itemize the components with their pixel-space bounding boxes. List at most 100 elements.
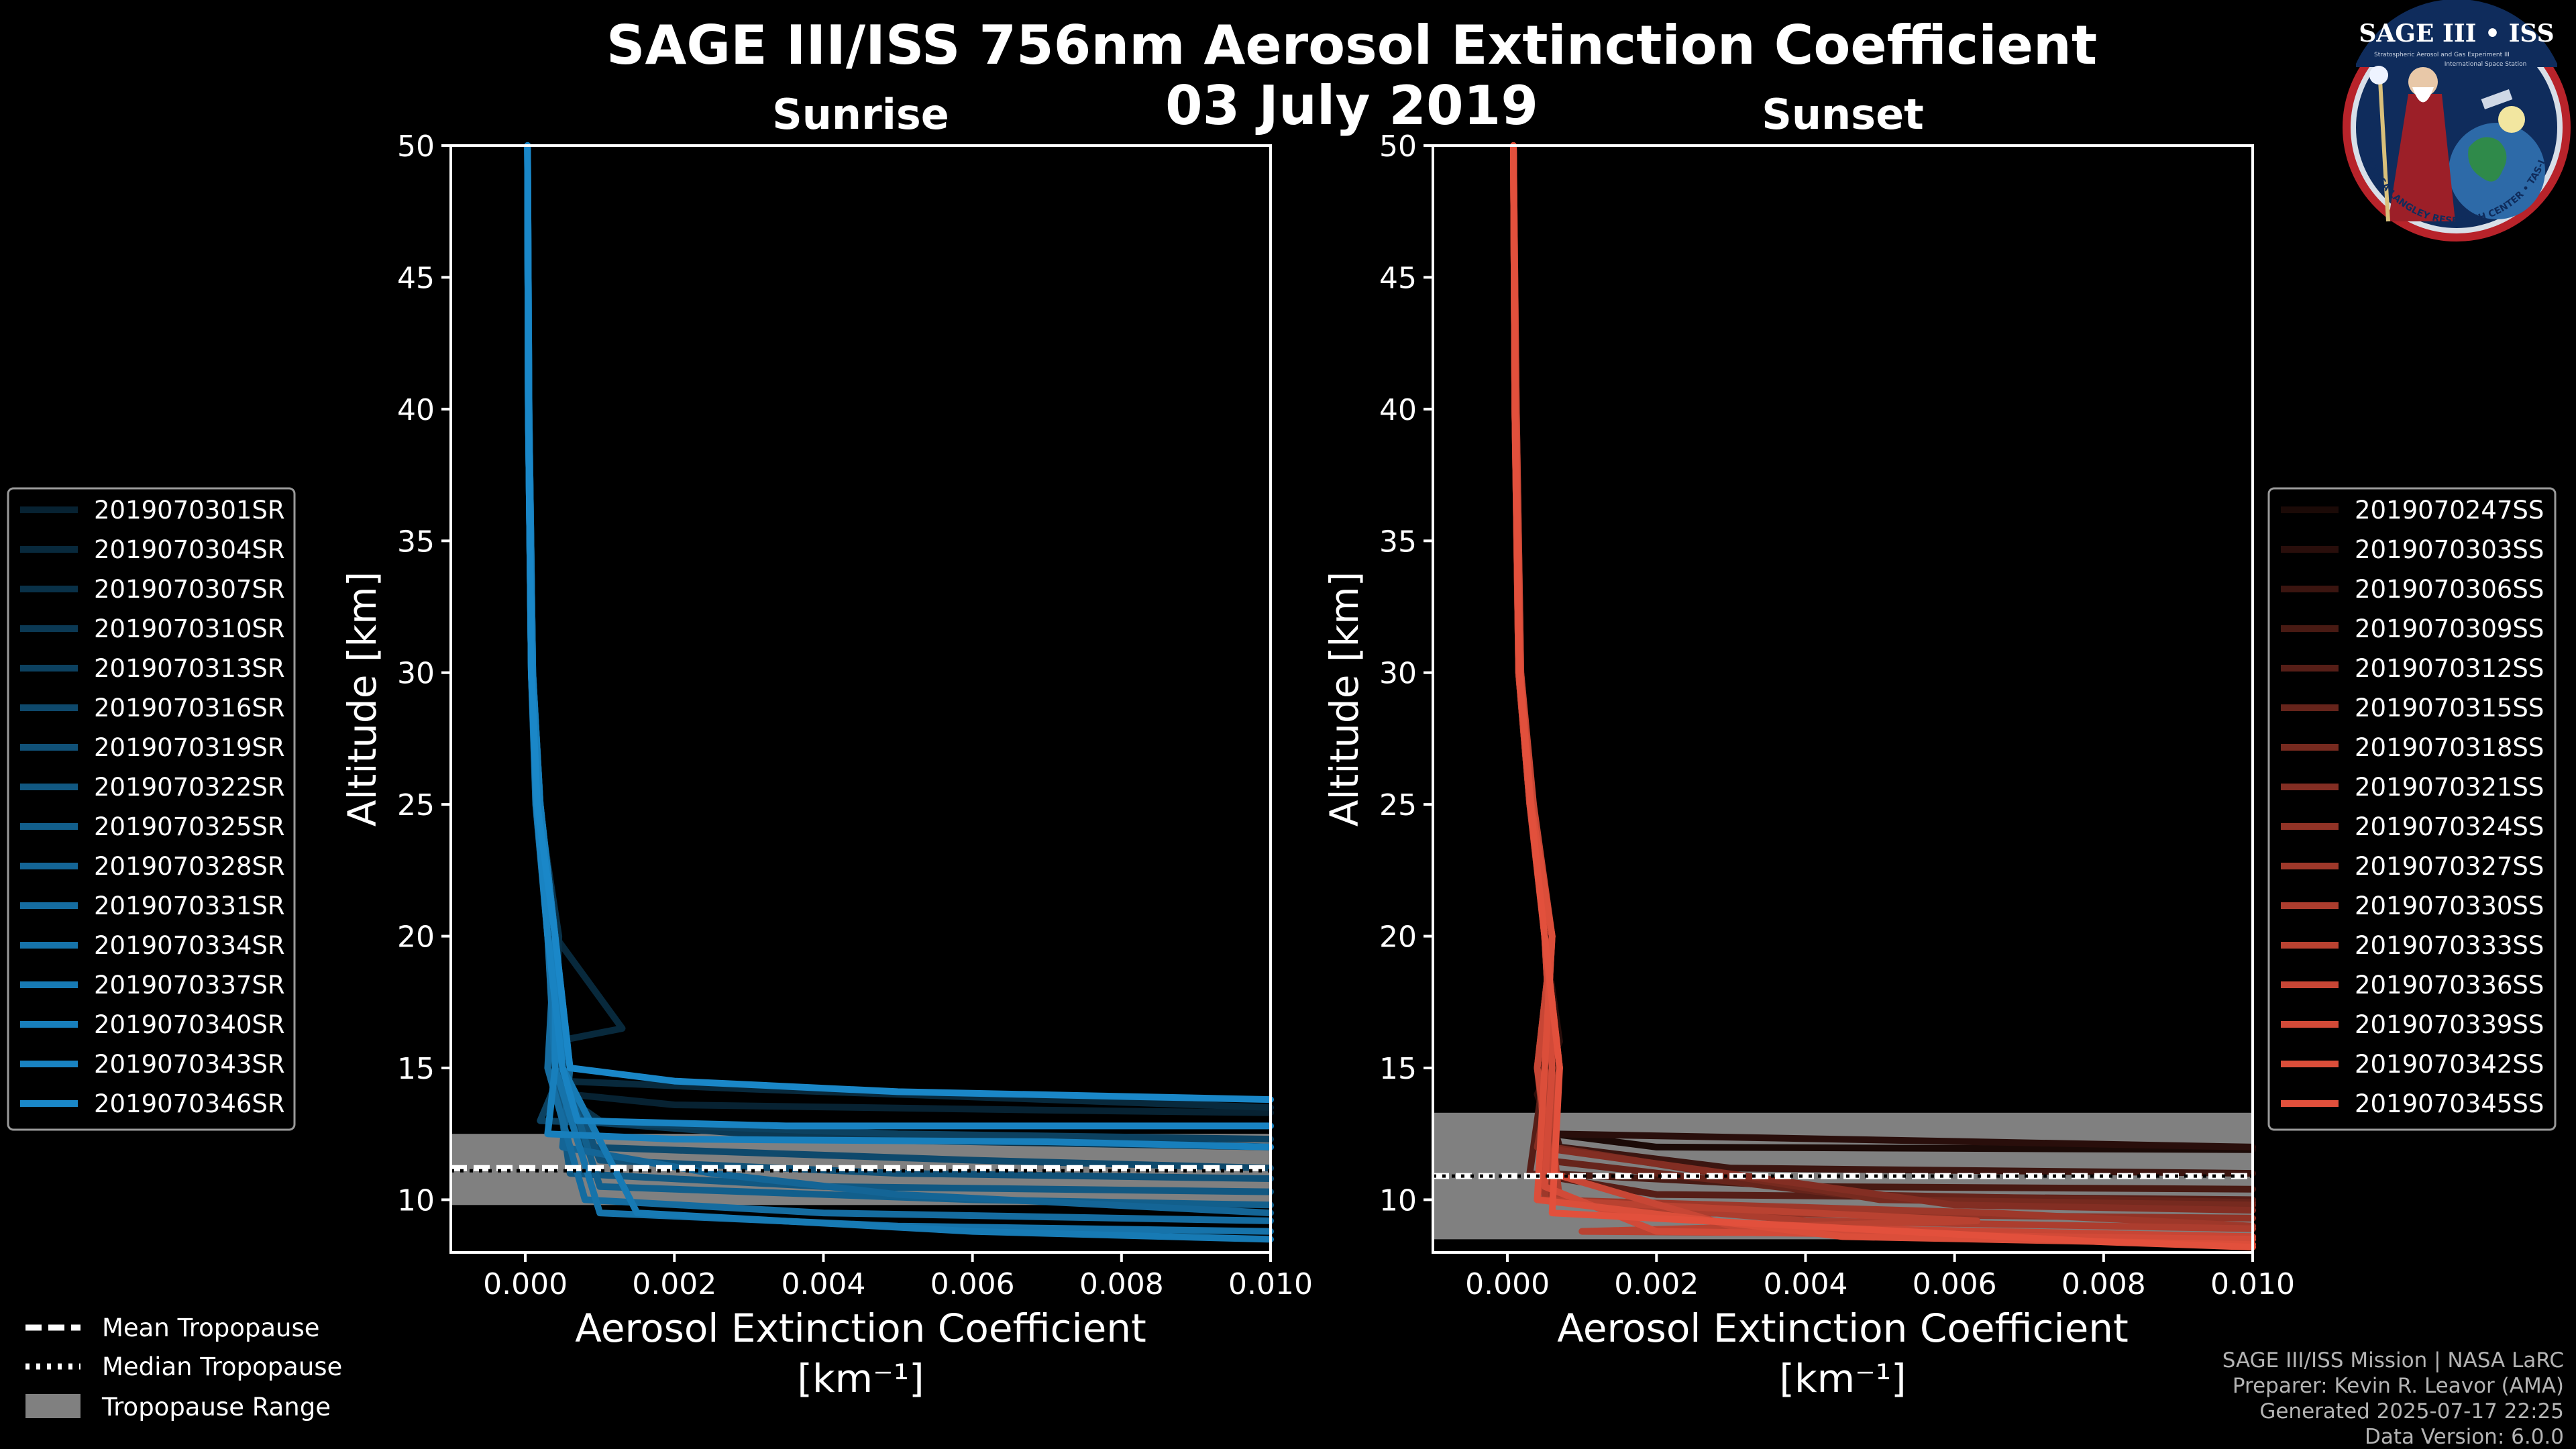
sr-y-tick-label: 30 [397,657,435,691]
ss-x-tick-label: 0.002 [1614,1267,1699,1301]
ss-y-tick-label: 35 [1379,525,1417,559]
sr-y-tick-label: 25 [397,788,435,822]
tropopause-range-swatch [25,1394,80,1418]
sr-legend-label: 2019070310SR [94,614,285,643]
logo-subtitle: Stratospheric Aerosol and Gas Experiment… [2374,52,2510,58]
sr-x-tick-label: 0.006 [930,1267,1015,1301]
sunrise-x-axis-unit: [km⁻¹] [797,1356,924,1401]
sunrise-x-axis-label: Aerosol Extinction Coefficient [575,1305,1146,1351]
sr-x-tick-label: 0.004 [781,1267,865,1301]
sr-legend-label: 2019070322SR [94,773,285,802]
credit-preparer: Preparer: Kevin R. Leavor (AMA) [2233,1374,2564,1398]
ss-x-tick-label: 0.004 [1763,1267,1847,1301]
tropopause-range-label: Tropopause Range [101,1393,331,1421]
sunrise-legend: 2019070301SR 2019070304SR 2019070307SR 2019… [7,487,296,1131]
sr-x-tick-label: 0.000 [483,1267,568,1301]
sunrise-y-axis-label: Altitude [km] [339,572,385,826]
logo-moon [2498,106,2525,133]
sr-y-tick-label: 40 [397,393,435,427]
logo-staff [2378,80,2390,222]
sr-legend-label: 2019070337SR [94,971,285,1000]
sr-legend-label: 2019070301SR [94,496,285,525]
sunset-plot-area: 0.000 0.002 0.004 0.006 0.008 0.010 10 15 20 25 30… [1379,129,2295,1301]
ss-y-tick-label: 45 [1379,261,1417,295]
sunrise-plot-area: 0.000 0.002 0.004 0.006 0.008 0.010 10 15 20 25 30… [397,129,1313,1301]
ss-y-tick-label: 15 [1379,1052,1417,1086]
credit-generated: Generated 2025-07-17 22:25 [2259,1399,2564,1424]
sr-legend-label: 2019070346SR [94,1089,285,1118]
ss-x-tick-label: 0.006 [1913,1267,1997,1301]
sr-x-tick-label: 0.008 [1079,1267,1164,1301]
sr-y-tick-label: 35 [397,525,435,559]
logo-subtitle-2: International Space Station [2445,61,2527,68]
ss-profile-line-2019070345SS [1510,142,2256,1251]
sr-x-tick-label: 0.002 [632,1267,716,1301]
logo-beard [2412,87,2434,103]
logo-figure [2388,94,2455,221]
sunset-x-axis-unit: [km⁻¹] [1779,1356,1906,1401]
sunset-legend: 2019070247SS 2019070303SS 2019070306SS 2019… [2267,487,2557,1131]
credits: SAGE III/ISS Mission | NASA LaRC Prepare… [2222,1348,2564,1449]
ss-legend-label: 2019070345SS [2355,1089,2544,1118]
sr-profile-line-2019070346SR [524,142,1274,1104]
tropopause-legend: Mean Tropopause Median Tropopause Tropop… [25,1313,342,1421]
credit-data-version: Data Version: 6.0.0 [2365,1425,2564,1449]
sunset-profile-lines [1510,142,2256,1251]
sr-legend-label: 2019070340SR [94,1010,285,1039]
figure-subtitle-date: 03 July 2019 [1165,74,1538,137]
ss-legend-label: 2019070336SS [2355,971,2544,1000]
ss-x-tick-label: 0.008 [2061,1267,2146,1301]
sr-y-tick-label: 50 [397,129,435,164]
ss-y-tick-label: 10 [1379,1183,1417,1218]
sr-legend-label: 2019070331SR [94,892,285,920]
sr-y-tick-label: 45 [397,261,435,295]
figure-title: SAGE III/ISS 756nm Aerosol Extinction Co… [606,14,2097,76]
sunset-y-axis-label: Altitude [km] [1322,572,1367,826]
ss-legend-label: 2019070318SS [2355,733,2544,762]
ss-legend-label: 2019070330SS [2355,892,2544,920]
sunset-x-axis-label: Aerosol Extinction Coefficient [1557,1305,2129,1351]
ss-x-tick-label: 0.010 [2210,1267,2295,1301]
ss-legend-label: 2019070321SS [2355,773,2544,802]
sr-legend-label: 2019070316SR [94,694,285,722]
credit-mission: SAGE III/ISS Mission | NASA LaRC [2222,1348,2564,1373]
sr-legend-label: 2019070313SR [94,654,285,683]
logo-space-station [2481,89,2513,110]
ss-legend-label: 2019070309SS [2355,614,2544,643]
sr-legend-label: 2019070334SR [94,931,285,960]
ss-legend-label: 2019070333SS [2355,931,2544,960]
sr-legend-label: 2019070304SR [94,535,285,564]
median-tropopause-label: Median Tropopause [102,1352,342,1381]
sr-legend-label: 2019070325SR [94,812,285,841]
sunset-panel-title: Sunset [1762,90,1924,139]
ss-x-tick-label: 0.000 [1465,1267,1550,1301]
sr-legend-label: 2019070319SR [94,733,285,762]
ss-legend-label: 2019070327SS [2355,852,2544,881]
logo-continent [2468,137,2507,182]
ss-y-tick-label: 30 [1379,657,1417,691]
ss-legend-label: 2019070312SS [2355,654,2544,683]
ss-legend-label: 2019070339SS [2355,1010,2544,1039]
ss-legend-label: 2019070315SS [2355,694,2544,722]
ss-y-tick-label: 40 [1379,393,1417,427]
sr-y-tick-label: 10 [397,1183,435,1218]
sunrise-plot-frame [449,144,1272,1254]
ss-y-tick-label: 50 [1379,129,1417,164]
ss-legend-label: 2019070342SS [2355,1050,2544,1079]
sr-x-tick-label: 0.010 [1228,1267,1313,1301]
logo-staff-orb [2369,66,2388,85]
sr-legend-label: 2019070343SR [94,1050,285,1079]
sunrise-panel-title: Sunrise [772,90,949,139]
ss-legend-label: 2019070303SS [2355,535,2544,564]
sunset-plot-frame [1432,144,2254,1254]
ss-legend-label: 2019070324SS [2355,812,2544,841]
sr-legend-label: 2019070328SR [94,852,285,881]
ss-y-tick-label: 20 [1379,920,1417,955]
ss-legend-label: 2019070306SS [2355,575,2544,604]
logo-wordmark: SAGE III • ISS [2359,19,2554,48]
ss-legend-label: 2019070247SS [2355,496,2544,525]
sr-y-tick-label: 15 [397,1052,435,1086]
sr-y-tick-label: 20 [397,920,435,955]
sr-legend-label: 2019070307SR [94,575,285,604]
